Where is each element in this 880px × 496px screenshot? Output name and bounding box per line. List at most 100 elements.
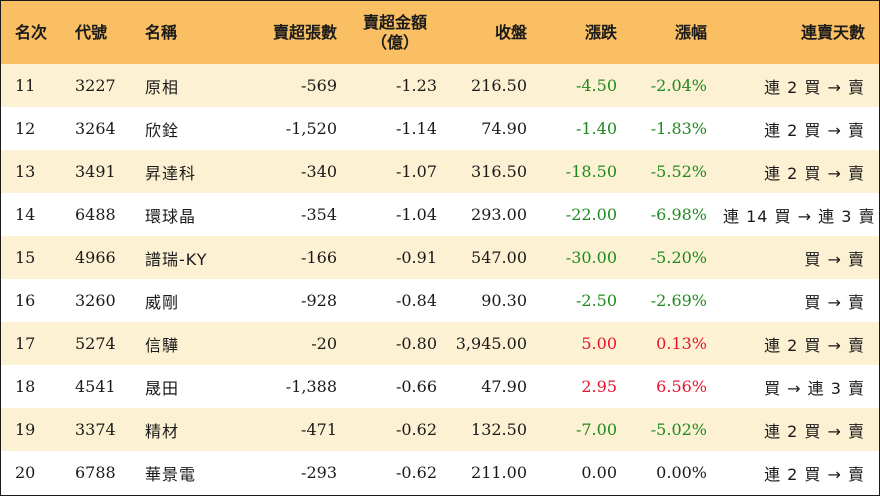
net-lots-cell: -20	[311, 334, 337, 353]
header-name: 名稱	[145, 22, 178, 42]
table-row: 18 4541 晟田 -1,388 -0.66 47.90 2.95 6.56% 買 → 連 3…	[1, 365, 879, 408]
close-cell: 132.50	[471, 420, 527, 439]
close-cell: 90.30	[481, 291, 527, 310]
net-amount-cell: -0.84	[395, 291, 437, 310]
streak-cell: 連 14 買 → 連 3 賣	[723, 206, 876, 226]
net-amount-cell: -0.80	[395, 334, 437, 353]
close-cell: 74.90	[481, 119, 527, 138]
streak-cell: 買 → 連 3 賣	[764, 378, 865, 398]
name-cell: 譜瑞-KY	[145, 249, 208, 269]
net-amount-cell: -0.91	[395, 248, 437, 267]
code-cell: 6488	[75, 205, 116, 224]
net-lots-cell: -293	[301, 463, 337, 482]
table-row: 15 4966 譜瑞-KY -166 -0.91 547.00 -30.00 -5.20% 買 …	[1, 236, 879, 279]
code-cell: 3491	[75, 162, 116, 181]
header-net-amount-line1: 賣超金額	[362, 12, 427, 32]
net-amount-cell: -1.23	[395, 76, 437, 95]
rank-cell: 11	[15, 76, 36, 95]
name-cell: 威剛	[145, 292, 180, 312]
net-amount-cell: -1.14	[395, 119, 437, 138]
name-cell: 晟田	[145, 378, 180, 398]
streak-cell: 連 2 買 → 賣	[764, 163, 865, 183]
code-cell: 3264	[75, 119, 116, 138]
net-amount-cell: -1.04	[395, 205, 437, 224]
rank-cell: 13	[15, 162, 36, 181]
close-cell: 547.00	[471, 248, 527, 267]
change-pct-cell: -2.69%	[650, 291, 707, 310]
table-header-row: 名次 代號 名稱 賣超張數 賣超金額 （億） 收盤 漲跌 漲幅 連賣天數	[1, 1, 879, 64]
net-lots-cell: -928	[301, 291, 337, 310]
table-row: 19 3374 精材 -471 -0.62 132.50 -7.00 -5.02% 連 2 買 …	[1, 408, 879, 451]
net-lots-cell: -1,388	[285, 377, 337, 396]
header-rank: 名次	[15, 22, 48, 42]
name-cell: 欣銓	[145, 120, 180, 140]
change-pct-cell: -1.83%	[650, 119, 707, 138]
table-row: 11 3227 原相 -569 -1.23 216.50 -4.50 -2.04% 連 2 買 …	[1, 64, 879, 107]
close-cell: 293.00	[471, 205, 527, 224]
code-cell: 4541	[75, 377, 116, 396]
change-cell: -7.00	[575, 420, 617, 439]
net-amount-cell: -0.62	[395, 420, 437, 439]
header-net-amount-line2: （億）	[370, 32, 419, 52]
change-cell: -18.50	[565, 162, 617, 181]
change-pct-cell: -5.20%	[650, 248, 707, 267]
table-body: 11 3227 原相 -569 -1.23 216.50 -4.50 -2.04% 連 2 買 …	[1, 64, 879, 494]
net-lots-cell: -471	[301, 420, 337, 439]
code-cell: 6788	[75, 463, 116, 482]
streak-cell: 買 → 賣	[804, 292, 865, 312]
streak-cell: 連 2 買 → 賣	[764, 464, 865, 484]
net-lots-cell: -354	[301, 205, 337, 224]
change-cell: -22.00	[565, 205, 617, 224]
rank-cell: 16	[15, 291, 36, 310]
close-cell: 216.50	[471, 76, 527, 95]
change-pct-cell: -5.02%	[650, 420, 707, 439]
change-pct-cell: -5.52%	[650, 162, 707, 181]
rank-cell: 19	[15, 420, 36, 439]
rank-cell: 12	[15, 119, 36, 138]
table-row: 14 6488 環球晶 -354 -1.04 293.00 -22.00 -6.98% 連 14…	[1, 193, 879, 236]
streak-cell: 連 2 買 → 賣	[764, 335, 865, 355]
code-cell: 5274	[75, 334, 116, 353]
header-change-pct: 漲幅	[674, 22, 707, 42]
header-net-lots: 賣超張數	[272, 22, 337, 42]
change-pct-cell: -2.04%	[650, 76, 707, 95]
name-cell: 原相	[145, 77, 180, 97]
rank-cell: 20	[15, 463, 36, 482]
table-row: 16 3260 威剛 -928 -0.84 90.30 -2.50 -2.69% 買 → 賣	[1, 279, 879, 322]
change-pct-cell: 6.56%	[656, 377, 707, 396]
streak-cell: 連 2 買 → 賣	[764, 120, 865, 140]
name-cell: 環球晶	[145, 206, 197, 226]
change-pct-cell: -6.98%	[650, 205, 707, 224]
code-cell: 4966	[75, 248, 116, 267]
name-cell: 華景電	[145, 464, 197, 484]
rank-cell: 14	[15, 205, 36, 224]
close-cell: 47.90	[481, 377, 527, 396]
change-pct-cell: 0.13%	[656, 334, 707, 353]
close-cell: 211.00	[471, 463, 527, 482]
rank-cell: 15	[15, 248, 36, 267]
header-change: 漲跌	[584, 22, 617, 42]
table-row: 17 5274 信驊 -20 -0.80 3,945.00 5.00 0.13% 連 2 買 →…	[1, 322, 879, 365]
streak-cell: 連 2 買 → 賣	[764, 77, 865, 97]
name-cell: 精材	[145, 421, 180, 441]
net-amount-cell: -1.07	[395, 162, 437, 181]
change-cell: 2.95	[581, 377, 617, 396]
net-lots-cell: -340	[301, 162, 337, 181]
change-cell: -4.50	[575, 76, 617, 95]
name-cell: 昇達科	[145, 163, 197, 183]
code-cell: 3374	[75, 420, 116, 439]
change-cell: -30.00	[565, 248, 617, 267]
rank-cell: 17	[15, 334, 36, 353]
table-row: 12 3264 欣銓 -1,520 -1.14 74.90 -1.40 -1.83% 連 2 買…	[1, 107, 879, 150]
change-cell: 0.00	[581, 463, 617, 482]
table-row: 20 6788 華景電 -293 -0.62 211.00 0.00 0.00% 連 2 買 →…	[1, 451, 879, 494]
code-cell: 3260	[75, 291, 116, 310]
header-streak: 連賣天數	[800, 22, 865, 42]
net-lots-cell: -166	[301, 248, 337, 267]
change-cell: -2.50	[575, 291, 617, 310]
net-amount-cell: -0.62	[395, 463, 437, 482]
close-cell: 3,945.00	[455, 334, 527, 353]
table-row: 13 3491 昇達科 -340 -1.07 316.50 -18.50 -5.52% 連 2 …	[1, 150, 879, 193]
